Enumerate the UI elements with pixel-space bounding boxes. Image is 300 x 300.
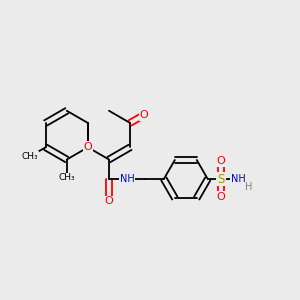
Text: O: O: [140, 110, 148, 120]
Text: S: S: [218, 172, 225, 185]
Text: H: H: [244, 182, 252, 192]
Text: O: O: [105, 196, 113, 206]
Text: O: O: [217, 192, 226, 202]
Text: NH: NH: [120, 174, 135, 184]
Text: CH₃: CH₃: [22, 152, 38, 161]
Text: O: O: [83, 142, 92, 152]
Text: O: O: [217, 156, 226, 166]
Text: CH₃: CH₃: [58, 173, 75, 182]
Text: NH: NH: [231, 174, 245, 184]
